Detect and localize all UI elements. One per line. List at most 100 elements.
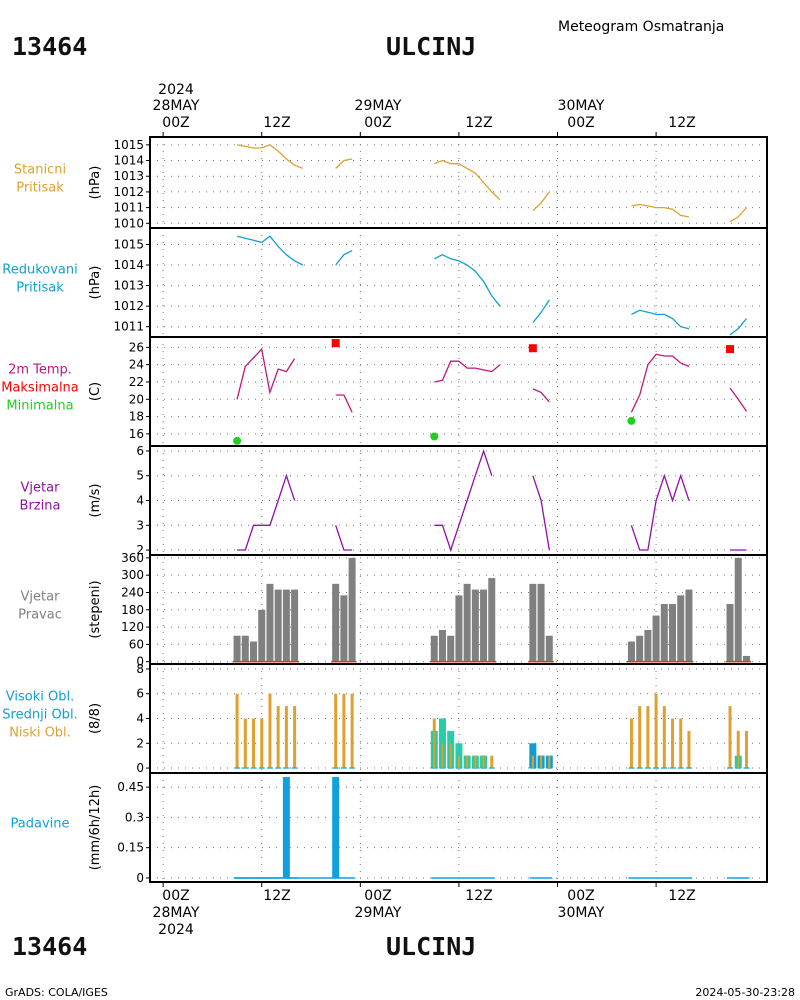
- series-line-temperature: [335, 394, 353, 413]
- wind-direction-bar: [233, 635, 241, 662]
- panel-title-cloud-cover: Visoki Obl.: [6, 690, 74, 705]
- y-tick-label: 16: [129, 427, 144, 441]
- series-line-reduced-pressure: [236, 235, 304, 266]
- date-bottom-2: 29MAY: [355, 905, 402, 921]
- low-cloud-bar: [268, 693, 272, 769]
- series-line-wind-speed: [434, 448, 493, 553]
- meteogram-subtitle: Meteogram Osmatranja: [558, 19, 724, 35]
- wind-direction-bar: [685, 589, 693, 662]
- wind-direction-bar: [332, 583, 340, 662]
- series-line-station-pressure: [236, 144, 304, 170]
- series-line-reduced-pressure: [335, 250, 353, 266]
- low-cloud-overlay: [466, 755, 469, 769]
- y-tick-label: 120: [121, 620, 144, 634]
- wind-direction-bar: [463, 583, 471, 662]
- time-tick-top-2: 12Z: [263, 115, 290, 131]
- y-tick-label: 1012: [113, 299, 144, 313]
- y-tick-label: 0.15: [117, 841, 144, 855]
- low-cloud-overlay: [441, 743, 444, 769]
- low-cloud-bar: [679, 718, 683, 769]
- y-tick-label: 0: [136, 761, 144, 775]
- low-cloud-overlay: [548, 755, 551, 769]
- low-cloud-overlay: [449, 743, 452, 769]
- wind-direction-bar: [241, 635, 249, 662]
- low-cloud-bar: [687, 730, 691, 769]
- y-tick-label: 20: [129, 392, 144, 406]
- wind-direction-bar: [742, 655, 750, 662]
- wind-direction-bar: [447, 635, 455, 662]
- low-cloud-overlay: [433, 718, 436, 769]
- panel-title-station-pressure: Stanicni: [14, 163, 66, 178]
- low-cloud-bar: [243, 718, 247, 769]
- series-line-temperature: [729, 387, 748, 412]
- y-axis-label: (hPa): [88, 166, 103, 200]
- panel-title-reduced-pressure: Pritisak: [16, 281, 64, 296]
- low-cloud-bar: [284, 706, 288, 769]
- y-axis-label: (mm/6h/12h): [88, 785, 103, 871]
- time-tick-bottom-2: 12Z: [263, 888, 290, 904]
- panel-frame-temperature: [149, 336, 768, 447]
- time-tick-top-6: 12Z: [668, 115, 695, 131]
- high-cloud-bar: [529, 743, 537, 769]
- low-cloud-bar: [638, 706, 642, 769]
- panel-title-wind-direction: Vjetar: [21, 590, 61, 605]
- wind-direction-bar: [636, 635, 644, 662]
- y-tick-label: 18: [129, 410, 144, 424]
- year-bottom: 2024: [158, 922, 194, 938]
- low-cloud-bar: [235, 693, 239, 769]
- low-cloud-bar: [654, 693, 658, 769]
- time-tick-bottom-1: 00Z: [162, 888, 189, 904]
- wind-direction-bar: [529, 583, 537, 662]
- series-line-temperature: [236, 347, 296, 400]
- series-line-station-pressure: [335, 158, 353, 169]
- y-tick-label: 1014: [113, 154, 144, 168]
- grads-credit: GrADS: COLA/IGES: [5, 986, 108, 999]
- y-tick-label: 22: [129, 375, 144, 389]
- low-cloud-bar: [629, 718, 633, 769]
- date-top-3: 30MAY: [558, 98, 605, 114]
- y-tick-label: 4: [136, 494, 144, 508]
- wind-direction-bar: [340, 595, 348, 662]
- y-tick-label: 2: [136, 736, 144, 750]
- time-tick-top-1: 00Z: [162, 115, 189, 131]
- wind-direction-bar: [652, 615, 660, 662]
- precip-bar: [332, 777, 340, 878]
- wind-direction-bar: [274, 589, 282, 662]
- time-tick-top-4: 12Z: [465, 115, 492, 131]
- y-tick-label: 1015: [113, 138, 144, 152]
- panel-title-station-pressure: Pritisak: [16, 181, 64, 196]
- tmin-marker: [627, 416, 636, 425]
- y-axis-label: (m/s): [88, 484, 103, 518]
- time-tick-top-5: 00Z: [567, 115, 594, 131]
- wind-direction-bar: [438, 629, 446, 662]
- panel-title-wind-speed: Brzina: [20, 499, 61, 514]
- low-cloud-overlay: [482, 755, 485, 769]
- wind-direction-bar: [488, 578, 496, 662]
- low-cloud-bar: [728, 706, 732, 769]
- y-tick-label: 2: [136, 543, 144, 557]
- panel-title-reduced-pressure: Redukovani: [2, 263, 77, 278]
- series-line-reduced-pressure: [434, 253, 501, 307]
- panel-title-cloud-cover: Srednji Obl.: [2, 708, 77, 723]
- date-top-1: 28MAY: [153, 98, 200, 114]
- wind-direction-bar: [455, 595, 463, 662]
- station-id-top: 13464: [12, 32, 87, 61]
- panel-title-temperature: Minimalna: [6, 399, 73, 414]
- y-tick-label: 1011: [113, 320, 144, 334]
- y-axis-label: (C): [88, 382, 103, 401]
- y-axis-label: (hPa): [88, 266, 103, 300]
- wind-direction-bar: [644, 629, 652, 662]
- station-name-bottom: ULCINJ: [386, 932, 476, 961]
- panel-title-temperature: Maksimalna: [1, 381, 79, 396]
- y-tick-label: 60: [129, 637, 144, 651]
- y-tick-label: 26: [129, 340, 144, 354]
- date-top-2: 29MAY: [355, 98, 402, 114]
- y-tick-label: 6: [136, 444, 144, 458]
- low-cloud-bar: [350, 693, 354, 769]
- station-name-top: ULCINJ: [386, 32, 476, 61]
- series-line-station-pressure: [729, 207, 747, 223]
- date-bottom-3: 30MAY: [558, 905, 605, 921]
- time-tick-bottom-4: 12Z: [465, 888, 492, 904]
- time-tick-top-3: 00Z: [364, 115, 391, 131]
- panel-title-precipitation: Padavine: [11, 817, 70, 832]
